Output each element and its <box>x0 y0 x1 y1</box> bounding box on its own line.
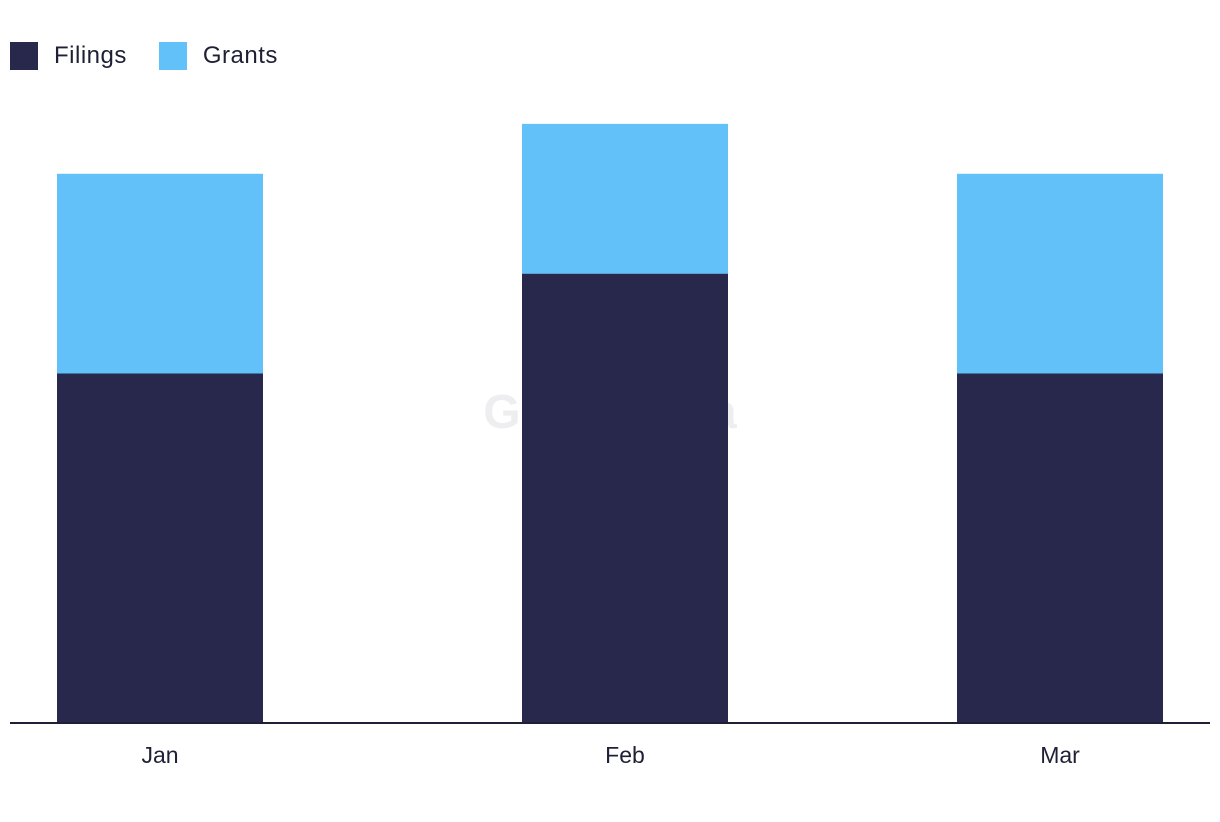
bar-filings-mar[interactable] <box>957 373 1163 724</box>
legend-item-filings[interactable]: Filings <box>10 42 127 70</box>
legend-swatch-filings <box>10 42 38 70</box>
bar-grants-feb[interactable] <box>522 123 728 274</box>
legend: Filings Grants <box>10 42 310 70</box>
bar-filings-feb[interactable] <box>522 273 728 723</box>
legend-swatch-grants <box>158 42 187 70</box>
legend-item-grants[interactable]: Grants <box>158 42 278 70</box>
x-tick-label-mar: Mar <box>1040 742 1080 768</box>
x-axis-ticks: Jan Feb Mar <box>141 742 1080 768</box>
bar-grants-jan[interactable] <box>57 173 263 374</box>
x-tick-label-jan: Jan <box>141 742 178 768</box>
bars-group <box>57 123 1163 724</box>
bar-filings-jan[interactable] <box>57 373 263 724</box>
bar-grants-mar[interactable] <box>957 173 1163 374</box>
legend-label-grants: Grants <box>202 42 278 69</box>
legend-label-filings: Filings <box>54 42 127 69</box>
x-tick-label-feb: Feb <box>605 742 645 768</box>
